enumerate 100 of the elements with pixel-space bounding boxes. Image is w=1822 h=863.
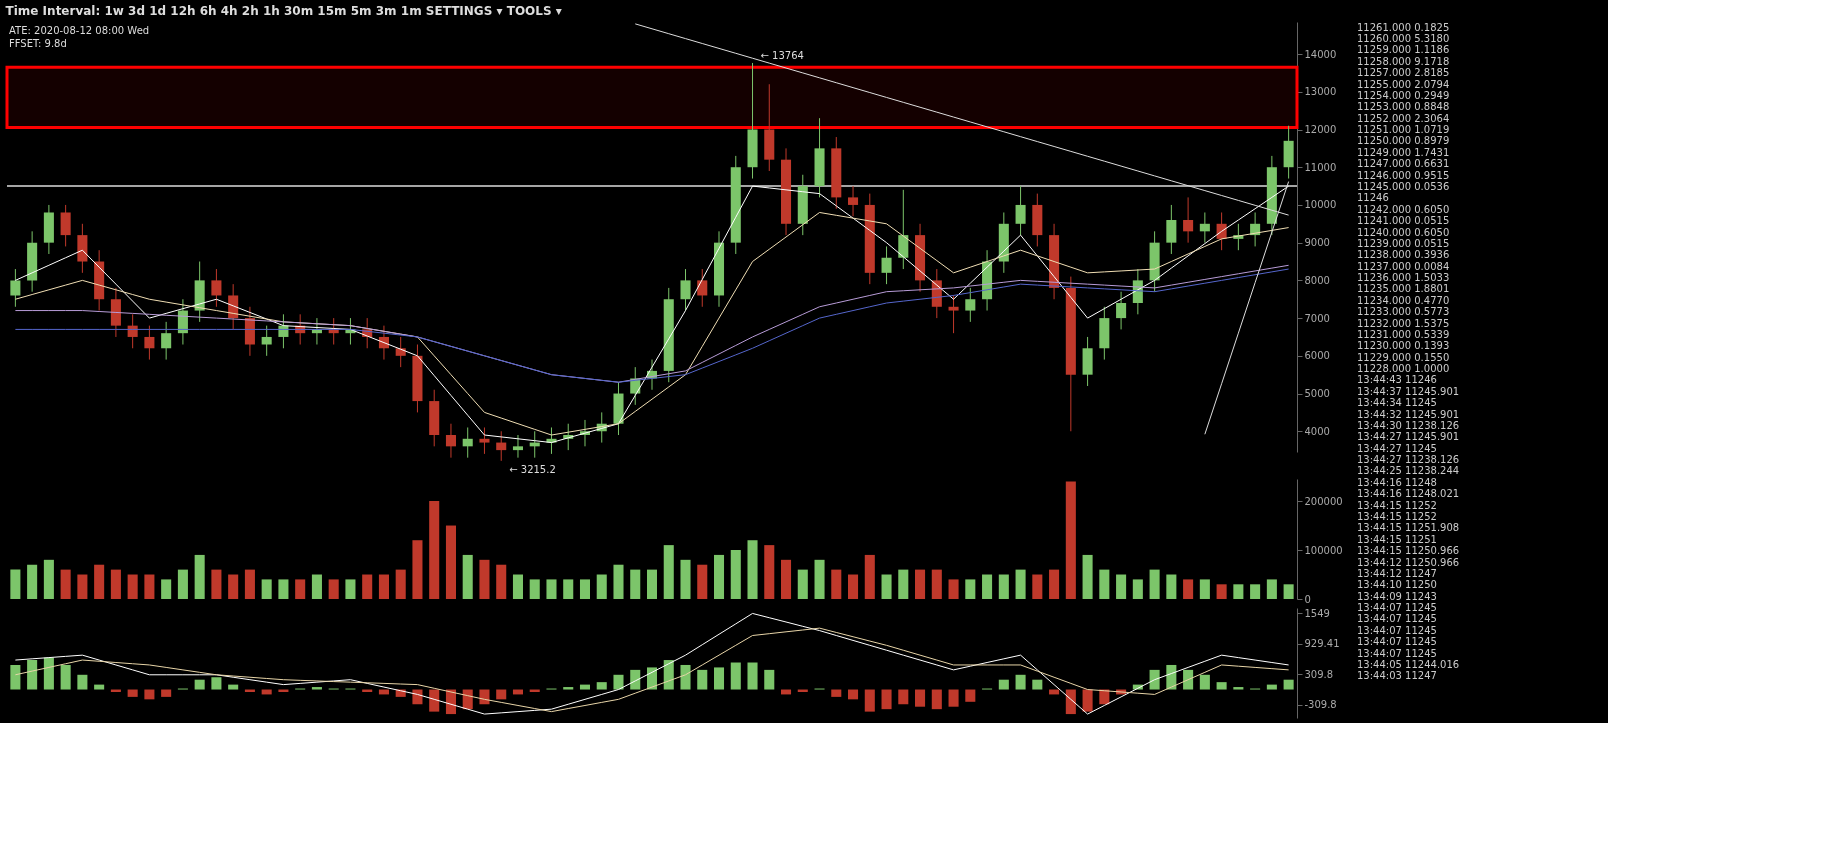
- bar: [814, 559, 825, 599]
- text: 13:44:43 11246: [1357, 374, 1437, 386]
- bar: [27, 564, 38, 599]
- bar: [563, 579, 574, 599]
- bar: [362, 574, 373, 599]
- bar: [10, 569, 21, 599]
- bar: [144, 574, 155, 599]
- annotation: ← 3215.2: [509, 463, 556, 475]
- y-tick-label: 13000: [1304, 86, 1337, 98]
- text: 13:44:07 11245: [1357, 624, 1437, 636]
- bar: [429, 501, 440, 599]
- bar: [1149, 569, 1160, 599]
- text: 11241.000 0.0515: [1357, 215, 1450, 227]
- bar: [697, 564, 708, 599]
- bar: [43, 559, 54, 599]
- text: 11257.000 2.8185: [1357, 67, 1450, 79]
- bar: [194, 679, 205, 690]
- bar: [1283, 584, 1294, 599]
- bar: [228, 684, 239, 690]
- bar: [680, 664, 691, 690]
- bar: [1166, 574, 1177, 599]
- bar: [1065, 481, 1076, 599]
- candlestick: [1166, 204, 1177, 255]
- bar: [43, 657, 54, 690]
- bar: [278, 579, 289, 599]
- y-tick-label: 929.41: [1304, 638, 1340, 650]
- bar: [663, 660, 674, 690]
- bar: [613, 564, 624, 599]
- bar: [177, 569, 188, 599]
- text: 13:44:30 11238.126: [1357, 419, 1460, 431]
- bar: [797, 569, 808, 599]
- bar: [1183, 579, 1194, 599]
- bar: [228, 574, 239, 599]
- text: 11252.000 2.3064: [1357, 112, 1450, 124]
- candlestick: [496, 430, 507, 462]
- text: 11250.000 0.8979: [1357, 135, 1450, 147]
- candlestick: [1015, 185, 1026, 236]
- y-tick-label: -309.8: [1304, 699, 1337, 711]
- bar: [982, 574, 993, 599]
- candlestick: [1116, 291, 1127, 330]
- bar: [1116, 574, 1127, 599]
- text: 11229.000 0.1550: [1357, 351, 1450, 363]
- y-tick-label: 11000: [1304, 161, 1337, 173]
- candlestick: [211, 268, 222, 308]
- candlestick: [965, 287, 976, 323]
- bar: [915, 689, 926, 707]
- bar: [412, 540, 423, 599]
- bar: [747, 662, 758, 690]
- bar: [479, 559, 490, 599]
- candlestick: [680, 268, 691, 312]
- bar: [211, 677, 222, 690]
- bar: [898, 569, 909, 599]
- text: 13:44:27 11238.126: [1357, 454, 1460, 466]
- bar: [730, 662, 741, 690]
- bar: [1183, 669, 1194, 690]
- bar: [311, 687, 322, 690]
- candlestick: [462, 426, 473, 459]
- bar: [613, 674, 624, 690]
- bar: [261, 579, 272, 599]
- text: 11260.000 5.3180: [1357, 33, 1450, 45]
- candlestick: [60, 204, 71, 247]
- text: 13:44:07 11245: [1357, 647, 1437, 659]
- bar: [680, 559, 691, 599]
- bar: [579, 684, 591, 690]
- bar: [663, 545, 674, 599]
- bar: [563, 687, 574, 690]
- text: 13:44:15 11252: [1357, 511, 1437, 522]
- line-series: [14, 627, 1290, 713]
- bar: [579, 579, 591, 599]
- bar: [998, 574, 1009, 599]
- bar: [60, 664, 71, 690]
- text: 11240.000 0.6050: [1357, 226, 1450, 238]
- bar: [311, 574, 322, 599]
- bar: [948, 689, 959, 707]
- candlestick: [512, 434, 523, 459]
- text: 11258.000 9.1718: [1357, 55, 1450, 67]
- bar: [948, 579, 959, 599]
- bar: [144, 689, 155, 700]
- bar: [764, 545, 775, 599]
- bar: [1032, 574, 1043, 599]
- bar: [1082, 554, 1093, 599]
- bar: [194, 554, 205, 599]
- bar: [1199, 674, 1210, 690]
- bar: [931, 569, 942, 599]
- bar: [730, 550, 741, 599]
- text: 11242.000 0.6050: [1357, 203, 1450, 215]
- bar: [1082, 689, 1093, 712]
- candlestick: [10, 268, 21, 308]
- bar: [848, 689, 859, 700]
- text: 11255.000 2.0794: [1357, 78, 1450, 90]
- y-tick-label: 0: [1304, 593, 1311, 605]
- text: 11261.000 0.1825: [1357, 21, 1450, 33]
- text: 13:44:34 11245: [1357, 397, 1437, 409]
- bar: [1199, 579, 1210, 599]
- text: 11259.000 1.1186: [1357, 44, 1450, 56]
- bar: [378, 574, 389, 599]
- text: 13:44:16 11248.021: [1357, 488, 1460, 500]
- bar: [1283, 679, 1294, 690]
- bar: [881, 689, 892, 710]
- bar: [1233, 584, 1244, 599]
